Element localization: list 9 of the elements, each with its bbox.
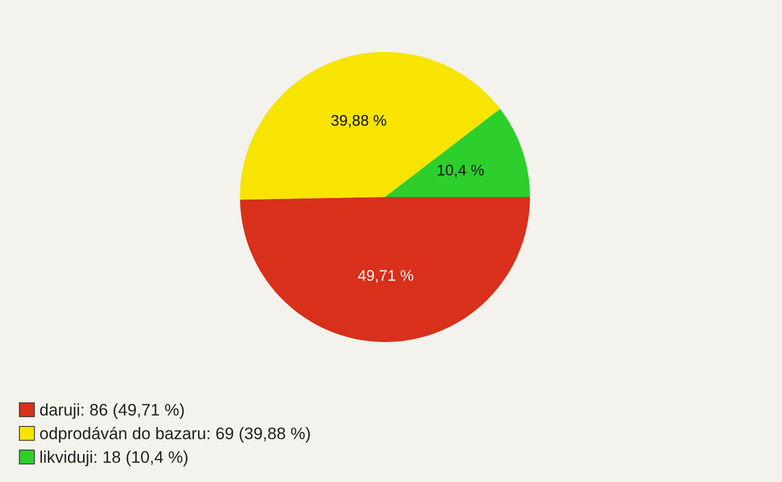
pie-slice [385,108,530,197]
legend-label: daruji: 86 (49,71 %) [40,403,184,419]
data-label: 39,88 % [331,114,386,128]
data-label: 49,71 % [358,270,414,283]
pie-slice [240,52,500,200]
data-label: 10,4 % [438,164,484,178]
pie-slice [240,197,530,342]
legend-label: likviduji: 18 (10,4 %) [40,450,188,466]
legend-label: odprodáván do bazaru: 69 (39,88 %) [40,426,310,443]
